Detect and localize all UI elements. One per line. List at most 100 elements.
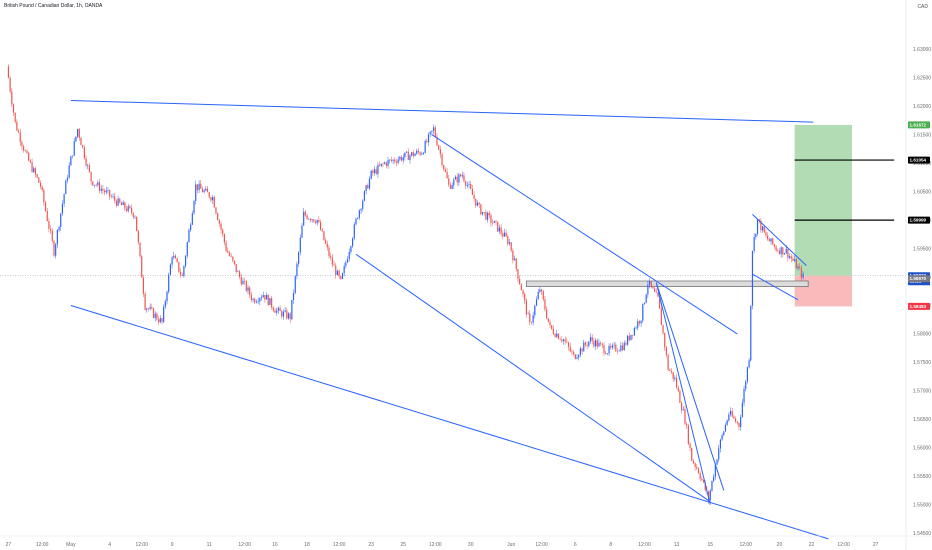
candle-body: [282, 311, 285, 317]
candle-body: [416, 150, 418, 154]
candle-body: [313, 219, 315, 222]
candle-body: [370, 170, 372, 179]
candle-body: [421, 153, 423, 155]
candle-body: [181, 274, 183, 276]
candle-body: [122, 202, 124, 206]
candle-body: [412, 152, 414, 157]
candle-body: [242, 280, 244, 285]
x-tick-label: 22: [809, 542, 815, 548]
candle-body: [566, 341, 568, 343]
candle-body: [770, 238, 772, 242]
candle-body: [303, 211, 305, 226]
candle-body: [9, 77, 11, 92]
candle-body: [104, 190, 106, 193]
candle-body: [407, 151, 409, 160]
y-tick-label: 1.57500: [913, 360, 931, 366]
y-tick-label: 1.55500: [913, 474, 931, 480]
trendline: [752, 273, 799, 301]
candle-body: [272, 307, 274, 311]
trendlines: [70, 100, 895, 540]
candle-body: [738, 422, 740, 427]
candle-body: [628, 335, 630, 340]
candle-body: [664, 333, 666, 348]
candle-body: [100, 188, 102, 191]
candle-body: [314, 221, 317, 224]
trendline: [752, 214, 807, 266]
candle-body: [662, 325, 664, 334]
price-badge-value: 1.61672: [910, 122, 927, 127]
candle-body: [608, 346, 610, 354]
candle-body: [17, 130, 20, 133]
candle-body: [797, 266, 799, 269]
candle-body: [512, 250, 514, 261]
candle-body: [679, 390, 681, 403]
candle-body: [237, 271, 239, 272]
candle-body: [785, 248, 787, 254]
candle-body: [75, 136, 77, 142]
candle-body: [453, 179, 455, 186]
candle-body: [93, 184, 96, 186]
candle-body: [729, 411, 732, 415]
candle-body: [333, 264, 335, 266]
candle-body: [578, 355, 580, 358]
candle-body: [498, 227, 500, 232]
candle-body: [201, 188, 204, 193]
candle-body: [338, 270, 340, 277]
candle-body: [301, 225, 303, 238]
x-tick-label: 12:00: [739, 542, 752, 548]
candle-body: [154, 313, 156, 318]
candle-body: [480, 204, 482, 215]
candle-body: [552, 328, 554, 334]
candle-body: [675, 377, 678, 388]
candle-body: [385, 162, 387, 166]
candle-body: [173, 255, 175, 258]
candle-body: [432, 127, 435, 131]
candle-body: [222, 229, 224, 235]
trendline: [355, 253, 711, 503]
candle-body: [379, 164, 381, 166]
candle-body: [758, 219, 760, 221]
candle-body: [591, 337, 593, 341]
candle-body: [525, 300, 527, 315]
candle-body: [743, 389, 745, 403]
candle-body: [63, 194, 65, 204]
candle-body: [761, 226, 764, 231]
candle-body: [618, 350, 620, 352]
candle-body: [105, 190, 107, 193]
price-badge: [908, 121, 930, 129]
y-tick-label: 1.63000: [913, 47, 931, 53]
candle-body: [215, 207, 217, 214]
candle-body: [648, 281, 651, 285]
candle-body: [576, 357, 578, 359]
candle-body: [783, 253, 786, 255]
candle-body: [495, 220, 497, 222]
candle-body: [112, 196, 114, 198]
candle-body: [613, 344, 615, 346]
candle-body: [98, 182, 101, 191]
candle-body: [311, 219, 313, 221]
candle-body: [790, 256, 792, 259]
candle-body: [519, 278, 521, 285]
candle-body: [299, 237, 301, 253]
candle-body: [142, 277, 145, 294]
candle-body: [183, 265, 185, 276]
candle-body: [721, 435, 723, 440]
candle-body: [365, 185, 367, 192]
y-tick-label: 1.62500: [913, 76, 931, 82]
candle-body: [235, 263, 237, 272]
candle-body: [394, 159, 396, 162]
candle-body: [92, 181, 94, 186]
candle-body: [360, 208, 362, 211]
candle-body: [136, 216, 138, 232]
candle-body: [436, 136, 438, 146]
candle-body: [211, 197, 214, 201]
price-badge: [908, 275, 930, 283]
candle-body: [149, 307, 151, 309]
candle-body: [616, 350, 619, 352]
candle-body: [465, 181, 467, 186]
candle-body: [252, 298, 254, 300]
x-tick-label: 23: [368, 542, 374, 548]
candle-body: [97, 182, 99, 186]
candle-body: [289, 313, 291, 320]
